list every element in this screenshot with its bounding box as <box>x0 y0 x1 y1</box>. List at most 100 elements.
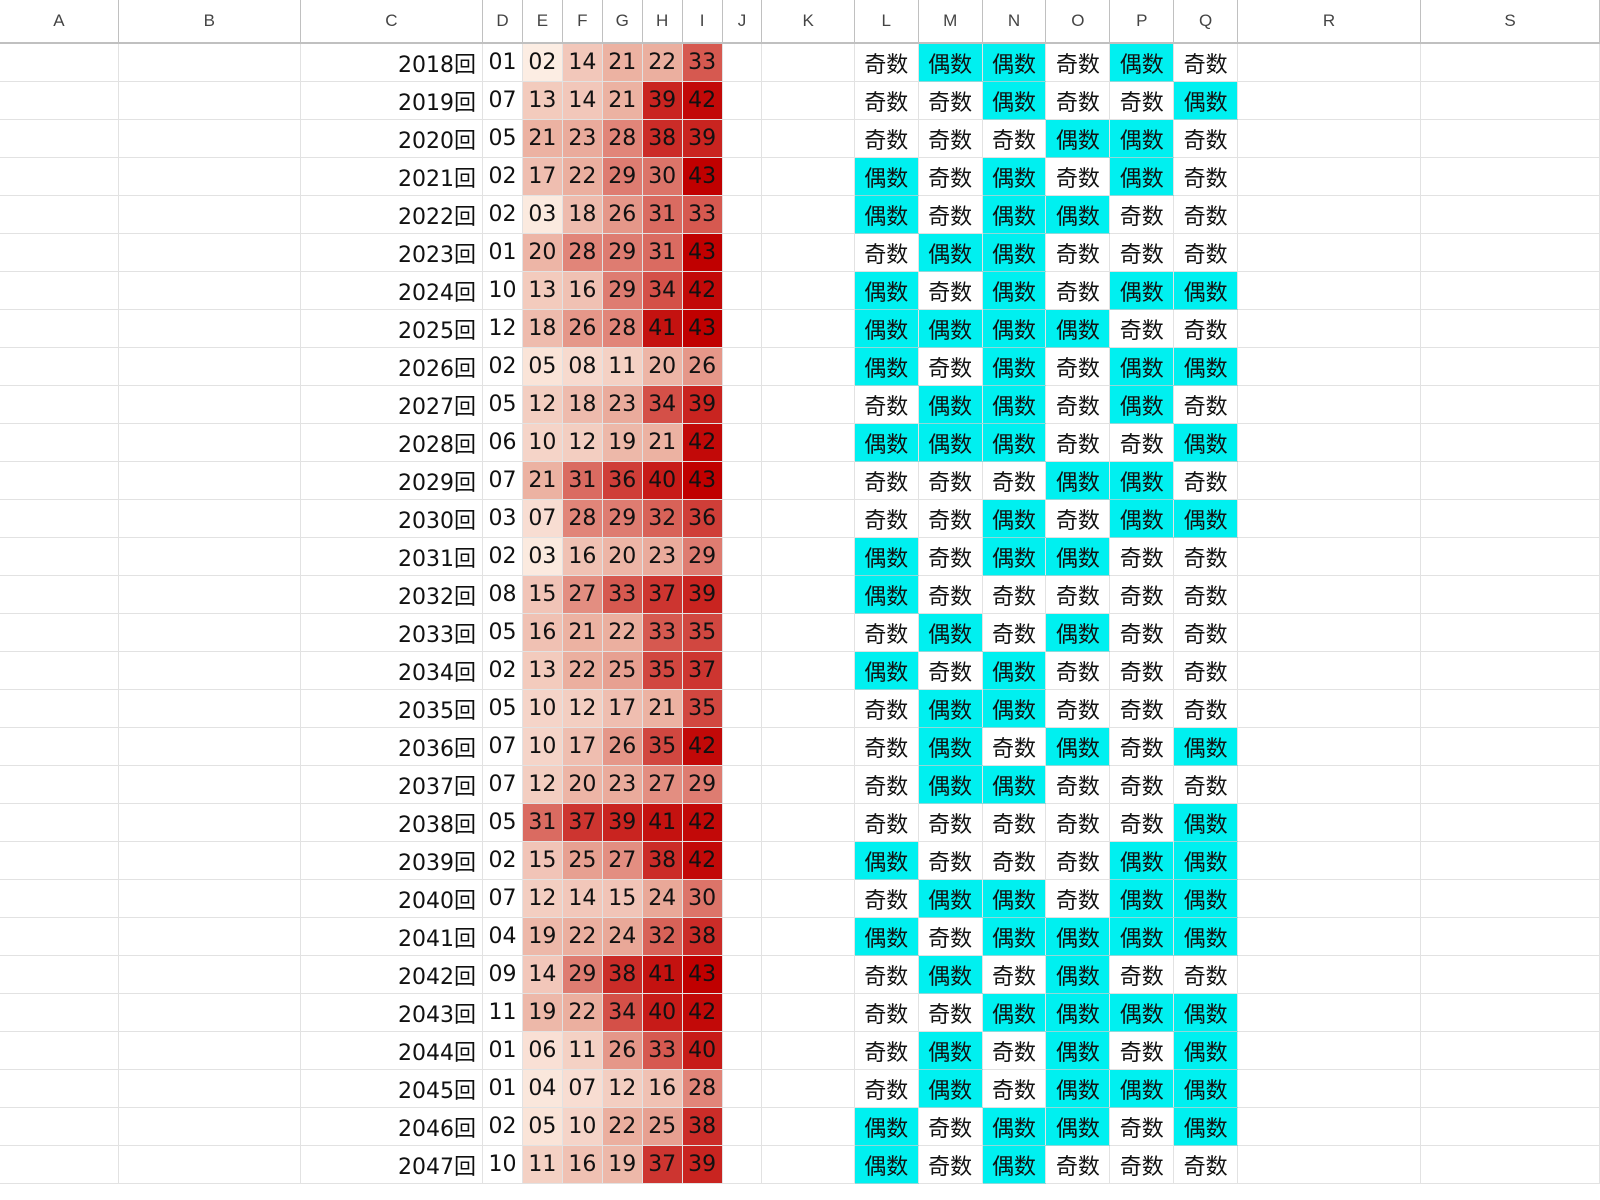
number-cell[interactable]: 13 <box>522 81 563 120</box>
number-cell[interactable]: 42 <box>682 841 723 880</box>
number-cell[interactable]: 38 <box>682 1107 723 1146</box>
parity-cell[interactable]: 奇数 <box>1109 1145 1175 1184</box>
parity-cell[interactable]: 偶数 <box>1173 81 1239 120</box>
parity-cell[interactable]: 偶数 <box>982 347 1047 386</box>
cell-s[interactable] <box>1420 423 1600 462</box>
number-cell[interactable]: 35 <box>642 651 683 690</box>
parity-cell[interactable]: 奇数 <box>1109 955 1175 994</box>
cell-k[interactable] <box>761 841 855 880</box>
number-cell[interactable]: 06 <box>522 1031 563 1070</box>
parity-cell[interactable]: 偶数 <box>982 423 1047 462</box>
parity-cell[interactable]: 偶数 <box>1109 157 1175 196</box>
round-cell[interactable]: 2031回 <box>300 537 484 576</box>
number-cell[interactable]: 29 <box>602 271 643 310</box>
number-cell[interactable]: 30 <box>642 157 683 196</box>
number-cell[interactable]: 11 <box>562 1031 603 1070</box>
column-header-i[interactable]: I <box>682 0 723 44</box>
parity-cell[interactable]: 偶数 <box>982 1145 1047 1184</box>
number-cell[interactable]: 11 <box>602 347 643 386</box>
cell-j[interactable] <box>722 1107 763 1146</box>
column-header-m[interactable]: M <box>918 0 983 44</box>
number-cell[interactable]: 21 <box>522 461 563 500</box>
cell-j[interactable] <box>722 917 763 956</box>
cell-s[interactable] <box>1420 119 1600 158</box>
parity-cell[interactable]: 奇数 <box>918 1145 983 1184</box>
cell-r[interactable] <box>1237 461 1421 500</box>
parity-cell[interactable]: 偶数 <box>1045 195 1111 234</box>
number-cell[interactable]: 35 <box>682 689 723 728</box>
cell-a[interactable] <box>0 1031 119 1070</box>
parity-cell[interactable]: 偶数 <box>854 195 919 234</box>
cell-s[interactable] <box>1420 841 1600 880</box>
number-cell[interactable]: 39 <box>602 803 643 842</box>
number-cell[interactable]: 24 <box>602 917 643 956</box>
cell-b[interactable] <box>118 81 301 120</box>
cell-a[interactable] <box>0 233 119 272</box>
parity-cell[interactable]: 奇数 <box>1109 651 1175 690</box>
parity-cell[interactable]: 偶数 <box>982 43 1047 82</box>
number-cell[interactable]: 25 <box>562 841 603 880</box>
cell-j[interactable] <box>722 879 763 918</box>
number-cell[interactable]: 26 <box>602 1031 643 1070</box>
number-cell[interactable]: 23 <box>602 765 643 804</box>
number-cell[interactable]: 07 <box>562 1069 603 1108</box>
cell-r[interactable] <box>1237 81 1421 120</box>
cell-r[interactable] <box>1237 803 1421 842</box>
cell-k[interactable] <box>761 993 855 1032</box>
cell-s[interactable] <box>1420 537 1600 576</box>
number-cell[interactable]: 17 <box>562 727 603 766</box>
parity-cell[interactable]: 偶数 <box>918 43 983 82</box>
parity-cell[interactable]: 偶数 <box>982 157 1047 196</box>
number-cell[interactable]: 22 <box>602 613 643 652</box>
cell-s[interactable] <box>1420 1107 1600 1146</box>
cell-k[interactable] <box>761 1069 855 1108</box>
parity-cell[interactable]: 奇数 <box>1109 765 1175 804</box>
cell-a[interactable] <box>0 651 119 690</box>
cell-b[interactable] <box>118 727 301 766</box>
round-cell[interactable]: 2026回 <box>300 347 484 386</box>
parity-cell[interactable]: 奇数 <box>1045 81 1111 120</box>
cell-b[interactable] <box>118 423 301 462</box>
parity-cell[interactable]: 偶数 <box>1109 917 1175 956</box>
cell-b[interactable] <box>118 1069 301 1108</box>
parity-cell[interactable]: 奇数 <box>854 1069 919 1108</box>
number-cell[interactable]: 26 <box>682 347 723 386</box>
cell-r[interactable] <box>1237 195 1421 234</box>
number-cell[interactable]: 41 <box>642 309 683 348</box>
cell-s[interactable] <box>1420 917 1600 956</box>
cell-j[interactable] <box>722 499 763 538</box>
cell-a[interactable] <box>0 613 119 652</box>
number-cell[interactable]: 40 <box>642 461 683 500</box>
number-cell[interactable]: 42 <box>682 993 723 1032</box>
parity-cell[interactable]: 偶数 <box>1109 461 1175 500</box>
number-cell[interactable]: 42 <box>682 423 723 462</box>
number-cell[interactable]: 34 <box>642 385 683 424</box>
cell-j[interactable] <box>722 651 763 690</box>
parity-cell[interactable]: 奇数 <box>854 81 919 120</box>
parity-cell[interactable]: 偶数 <box>854 537 919 576</box>
cell-r[interactable] <box>1237 43 1421 82</box>
number-cell[interactable]: 02 <box>482 195 523 234</box>
cell-j[interactable] <box>722 993 763 1032</box>
cell-j[interactable] <box>722 613 763 652</box>
parity-cell[interactable]: 偶数 <box>918 879 983 918</box>
round-cell[interactable]: 2020回 <box>300 119 484 158</box>
cell-s[interactable] <box>1420 993 1600 1032</box>
cell-j[interactable] <box>722 575 763 614</box>
round-cell[interactable]: 2044回 <box>300 1031 484 1070</box>
cell-a[interactable] <box>0 765 119 804</box>
number-cell[interactable]: 02 <box>482 157 523 196</box>
cell-r[interactable] <box>1237 233 1421 272</box>
parity-cell[interactable]: 奇数 <box>1173 195 1239 234</box>
number-cell[interactable]: 07 <box>482 727 523 766</box>
number-cell[interactable]: 38 <box>642 841 683 880</box>
cell-s[interactable] <box>1420 613 1600 652</box>
cell-b[interactable] <box>118 765 301 804</box>
number-cell[interactable]: 06 <box>482 423 523 462</box>
parity-cell[interactable]: 偶数 <box>854 1107 919 1146</box>
parity-cell[interactable]: 奇数 <box>1109 1031 1175 1070</box>
parity-cell[interactable]: 奇数 <box>982 955 1047 994</box>
column-header-b[interactable]: B <box>118 0 301 44</box>
number-cell[interactable]: 22 <box>562 993 603 1032</box>
parity-cell[interactable]: 奇数 <box>1173 689 1239 728</box>
